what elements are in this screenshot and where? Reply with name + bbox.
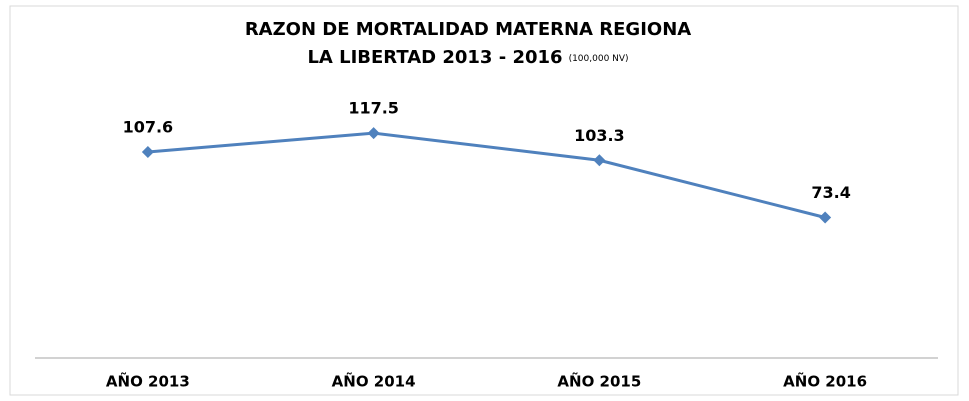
chart-subtitle-line: LA LIBERTAD 2013 - 2016 (100,000 NV) xyxy=(307,47,628,68)
data-label: 107.6 xyxy=(123,118,174,137)
x-tick-label: AÑO 2013 xyxy=(106,372,190,391)
x-tick-label: AÑO 2016 xyxy=(783,372,867,391)
x-tick-label: AÑO 2015 xyxy=(557,372,641,391)
marker xyxy=(819,211,832,224)
x-tick-label: AÑO 2014 xyxy=(332,372,416,391)
marker xyxy=(141,146,154,159)
line xyxy=(147,131,826,219)
chart-title: RAZON DE MORTALIDAD MATERNA REGIONA xyxy=(245,19,691,40)
data-label: 103.3 xyxy=(574,126,625,145)
chart-unit: (100,000 NV) xyxy=(569,54,629,64)
marker xyxy=(593,154,606,167)
marker xyxy=(367,127,380,140)
data-label: 117.5 xyxy=(348,99,399,118)
chart-border xyxy=(9,5,959,396)
data-label: 73.4 xyxy=(811,183,850,202)
chart-subtitle: LA LIBERTAD 2013 - 2016 xyxy=(307,47,562,68)
